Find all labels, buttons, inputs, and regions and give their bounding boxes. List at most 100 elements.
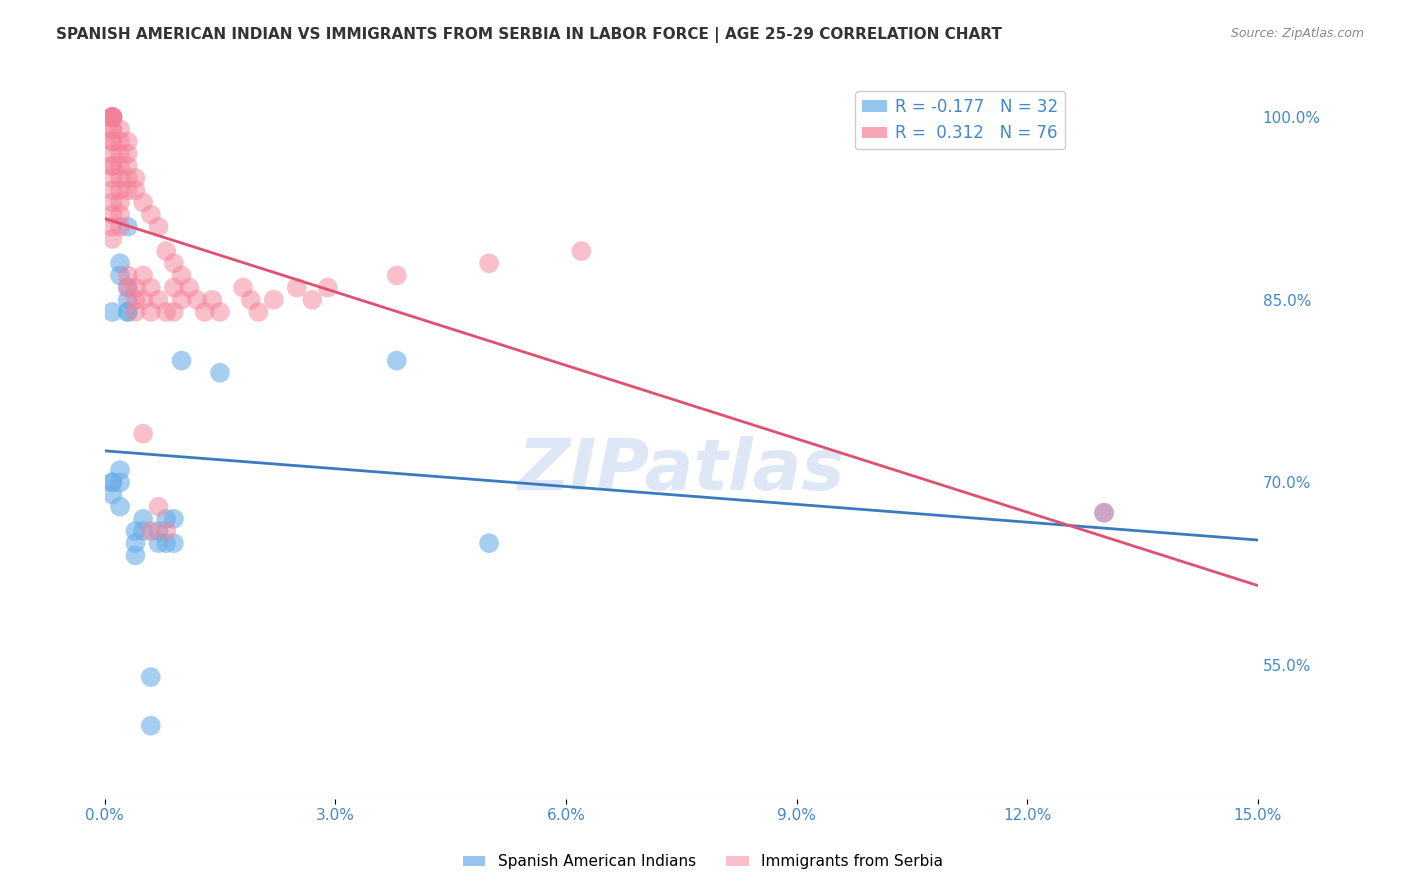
Point [101,195,124,210]
Point [101,122,124,136]
Point [132,512,155,526]
Point [155,512,177,526]
Point [148,500,170,514]
Point [155,524,177,538]
Point [139,208,162,222]
Point [101,219,124,234]
Point [155,305,177,319]
Point [117,268,139,283]
Point [194,305,217,319]
Point [124,293,146,307]
Point [163,256,186,270]
Point [247,305,270,319]
Point [163,305,186,319]
Point [117,305,139,319]
Point [124,524,146,538]
Point [108,135,131,149]
Point [139,670,162,684]
Point [101,135,124,149]
Point [117,135,139,149]
Point [148,293,170,307]
Point [101,208,124,222]
Point [208,366,231,380]
Point [132,524,155,538]
Point [101,110,124,124]
Point [179,280,201,294]
Point [478,536,501,550]
Text: SPANISH AMERICAN INDIAN VS IMMIGRANTS FROM SERBIA IN LABOR FORCE | AGE 25-29 COR: SPANISH AMERICAN INDIAN VS IMMIGRANTS FR… [56,27,1002,43]
Point [316,280,339,294]
Point [108,159,131,173]
Point [1092,506,1115,520]
Point [569,244,592,258]
Point [101,146,124,161]
Point [101,110,124,124]
Point [117,305,139,319]
Point [101,183,124,197]
Point [263,293,285,307]
Point [148,219,170,234]
Point [117,171,139,186]
Point [101,122,124,136]
Point [101,305,124,319]
Point [108,256,131,270]
Point [108,500,131,514]
Point [101,475,124,490]
Point [139,719,162,733]
Point [117,146,139,161]
Point [108,268,131,283]
Point [108,208,131,222]
Point [385,268,408,283]
Point [170,293,193,307]
Point [108,219,131,234]
Legend: R = -0.177   N = 32, R =  0.312   N = 76: R = -0.177 N = 32, R = 0.312 N = 76 [855,92,1064,149]
Point [201,293,224,307]
Point [478,256,501,270]
Point [1092,506,1115,520]
Point [132,195,155,210]
Point [239,293,262,307]
Point [117,183,139,197]
Point [101,475,124,490]
Point [285,280,308,294]
Point [170,268,193,283]
Point [155,244,177,258]
Point [101,110,124,124]
Point [101,110,124,124]
Point [101,171,124,186]
Point [301,293,323,307]
Point [108,463,131,477]
Point [163,280,186,294]
Legend: Spanish American Indians, Immigrants from Serbia: Spanish American Indians, Immigrants fro… [457,848,949,875]
Point [163,512,186,526]
Point [101,487,124,501]
Point [101,110,124,124]
Point [385,353,408,368]
Point [108,183,131,197]
Point [108,146,131,161]
Point [148,524,170,538]
Point [117,219,139,234]
Point [163,536,186,550]
Point [232,280,254,294]
Point [101,159,124,173]
Point [139,280,162,294]
Point [124,171,146,186]
Point [101,135,124,149]
Point [132,268,155,283]
Text: Source: ZipAtlas.com: Source: ZipAtlas.com [1230,27,1364,40]
Point [108,475,131,490]
Point [117,280,139,294]
Point [132,426,155,441]
Point [117,280,139,294]
Point [101,110,124,124]
Point [139,305,162,319]
Point [208,305,231,319]
Point [155,536,177,550]
Point [101,159,124,173]
Point [108,122,131,136]
Point [124,183,146,197]
Point [117,293,139,307]
Point [124,549,146,563]
Point [132,293,155,307]
